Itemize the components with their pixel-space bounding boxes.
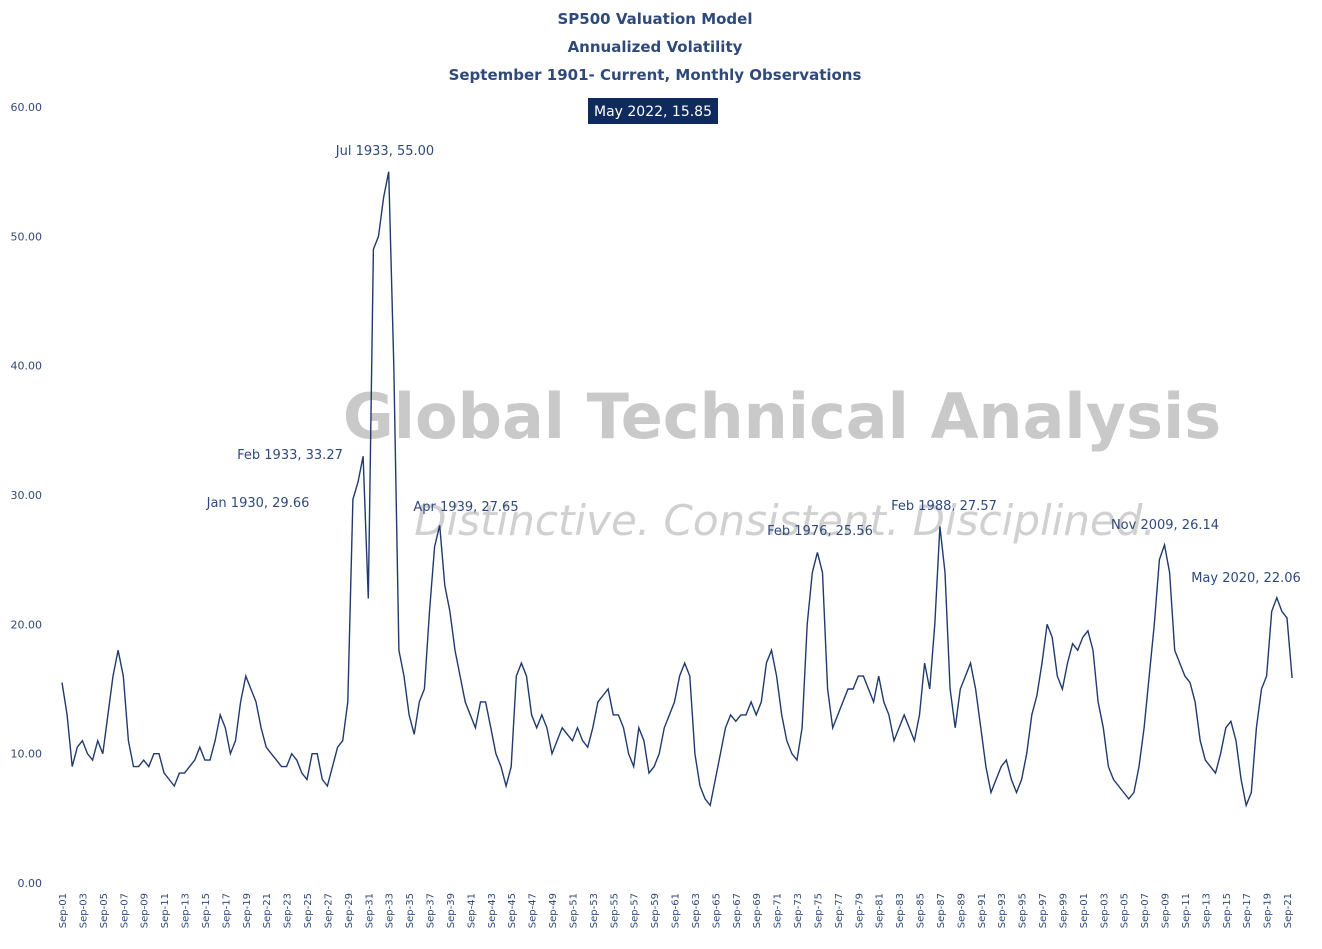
y-tick-label: 10.00 — [11, 748, 43, 761]
x-tick-label: Sep-53 — [589, 893, 600, 928]
x-tick-label: Sep-73 — [793, 893, 804, 928]
x-tick-label: Sep-09 — [140, 893, 151, 928]
x-tick-label: Sep-93 — [997, 893, 1008, 928]
x-tick-label: Sep-11 — [160, 893, 171, 928]
x-tick-label: Sep-23 — [283, 893, 294, 928]
x-tick-label: Sep-21 — [262, 893, 273, 928]
x-tick-label: Sep-49 — [548, 893, 559, 928]
x-tick-label: Sep-87 — [936, 893, 947, 928]
line — [61, 171, 1293, 808]
x-tick-label: Sep-71 — [773, 893, 784, 928]
x-tick-label: Sep-99 — [1058, 893, 1069, 928]
x-tick-label: Sep-27 — [323, 893, 334, 928]
x-tick-label: Sep-67 — [732, 893, 743, 928]
x-tick-label: Sep-97 — [1038, 893, 1049, 928]
x-tick-label: Sep-21 — [1283, 893, 1294, 928]
x-tick-label: Sep-11 — [1181, 893, 1192, 928]
x-tick-label: Sep-19 — [242, 893, 253, 928]
y-tick-label: 20.00 — [11, 618, 43, 631]
x-tick-label: Sep-31 — [364, 893, 375, 928]
x-tick-label: Sep-89 — [956, 893, 967, 928]
x-tick-label: Sep-17 — [1242, 893, 1253, 928]
x-tick-label: Sep-45 — [507, 893, 518, 928]
chart-subtitle: September 1901- Current, Monthly Observa… — [449, 66, 862, 84]
x-tick-label: Sep-79 — [854, 893, 865, 928]
x-tick-label: Sep-95 — [1018, 893, 1029, 928]
x-tick-label: Sep-01 — [58, 893, 69, 928]
annotation: Jan 1930, 29.66 — [206, 496, 310, 511]
highlight-box — [588, 98, 718, 124]
x-tick-label: Sep-19 — [1263, 893, 1274, 928]
x-tick-label: Sep-65 — [711, 893, 722, 928]
x-tick-label: Sep-17 — [221, 893, 232, 928]
x-tick-label: Sep-75 — [813, 893, 824, 928]
watermark: Distinctive. Consistent. Disciplined. — [414, 496, 1156, 545]
x-tick-label: Sep-43 — [487, 893, 498, 928]
x-tick-label: Sep-29 — [344, 893, 355, 928]
x-tick-label: Sep-69 — [752, 893, 763, 928]
x-tick-label: Sep-09 — [1161, 893, 1172, 928]
x-tick-label: Sep-51 — [568, 893, 579, 928]
x-tick-label: Sep-77 — [834, 893, 845, 928]
x-tick-label: Sep-61 — [671, 893, 682, 928]
x-tick-label: Sep-83 — [895, 893, 906, 928]
annotation: May 2020, 22.06 — [1191, 571, 1301, 586]
x-tick-label: Sep-35 — [405, 893, 416, 928]
x-tick-label: Sep-15 — [201, 893, 212, 928]
y-tick-label: 0.00 — [18, 877, 43, 890]
annotation: Nov 2009, 26.14 — [1111, 518, 1219, 533]
y-tick-label: 50.00 — [11, 230, 43, 243]
annotation: Jul 1933, 55.00 — [335, 144, 434, 159]
x-tick-label: Sep-91 — [977, 893, 988, 928]
x-tick-label: Sep-33 — [385, 893, 396, 928]
x-tick-label: Sep-57 — [630, 893, 641, 928]
x-tick-label: Sep-85 — [916, 893, 927, 928]
annotation: Feb 1976, 25.56 — [767, 524, 873, 539]
x-tick-label: Sep-13 — [181, 893, 192, 928]
chart-title: SP500 Valuation Model — [558, 10, 753, 28]
x-tick-label: Sep-07 — [1140, 893, 1151, 928]
highlight-label: May 2022, 15.85 — [594, 104, 712, 120]
x-tick-label: Sep-07 — [119, 893, 130, 928]
y-tick-label: 60.00 — [11, 101, 43, 114]
x-tick-label: Sep-39 — [446, 893, 457, 928]
x-tick-label: Sep-01 — [1079, 893, 1090, 928]
x-tick-label: Sep-03 — [78, 893, 89, 928]
x-tick-label: Sep-81 — [875, 893, 886, 928]
x-tick-label: Sep-55 — [609, 893, 620, 928]
y-tick-label: 40.00 — [11, 360, 43, 373]
annotation: Apr 1939, 27.65 — [413, 500, 518, 515]
x-tick-label: Sep-59 — [650, 893, 661, 928]
x-tick-label: Sep-25 — [303, 893, 314, 928]
x-tick-label: Sep-05 — [99, 893, 110, 928]
x-tick-label: Sep-03 — [1099, 893, 1110, 928]
x-tick-label: Sep-15 — [1222, 893, 1233, 928]
watermark: Global Technical Analysis — [343, 380, 1221, 453]
x-tick-label: Sep-63 — [691, 893, 702, 928]
y-tick-label: 30.00 — [11, 489, 43, 502]
annotation: Feb 1988, 27.57 — [891, 499, 997, 514]
x-tick-label: Sep-41 — [466, 893, 477, 928]
chart-subtitle: Annualized Volatility — [568, 38, 743, 56]
x-tick-label: Sep-05 — [1120, 893, 1131, 928]
x-tick-label: Sep-47 — [528, 893, 539, 928]
annotation: Feb 1933, 33.27 — [237, 448, 343, 463]
x-tick-label: Sep-13 — [1201, 893, 1212, 928]
x-tick-label: Sep-37 — [426, 893, 437, 928]
